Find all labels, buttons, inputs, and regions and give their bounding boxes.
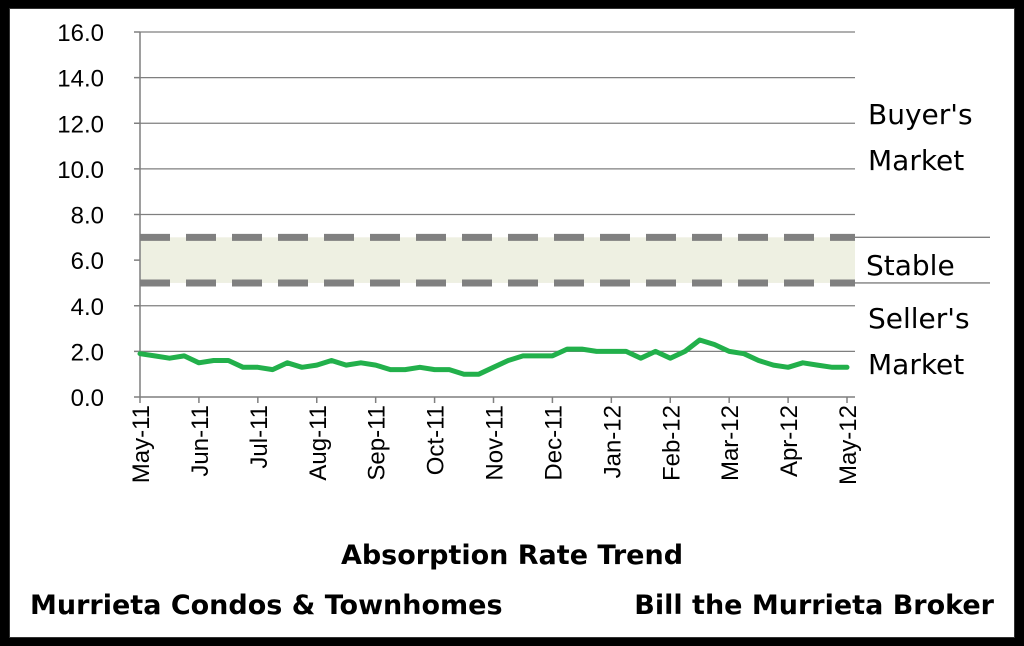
sellers-market-label-line2: Market [868, 348, 964, 381]
chart-frame [9, 8, 1015, 638]
chart-title: Absorption Rate Trend [340, 540, 684, 571]
stable-label: Stable [866, 249, 955, 282]
footer-right: Bill the Murrieta Broker [634, 590, 994, 621]
series-layer [137, 337, 850, 377]
x-tick-label: Dec-11 [540, 405, 567, 481]
x-tick-label: Jun-11 [187, 405, 214, 477]
x-tick-label: Nov-11 [482, 405, 509, 481]
y-tick-label: 8.0 [71, 203, 104, 230]
x-tick-label: Mar-12 [717, 405, 744, 481]
stable-band [140, 233, 855, 287]
grid-lines [140, 31, 990, 353]
y-tick-label: 2.0 [71, 339, 104, 366]
buyers-market-label-line1: Buyer's [868, 98, 973, 131]
x-tick-label: Jul-11 [246, 405, 273, 469]
y-tick-label: 6.0 [71, 248, 104, 275]
y-tick-label: 14.0 [57, 66, 104, 93]
axes [134, 31, 855, 403]
labels: 0.0 2.0 4.0 6.0 8.0 10.0 12.0 14.0 16.0 May-11 Jun… [57, 20, 972, 485]
x-tick-label: May-12 [835, 405, 862, 485]
sellers-market-label-line1: Seller's [868, 302, 970, 335]
buyers-market-label-line2: Market [868, 144, 964, 177]
y-tick-label: 0.0 [71, 385, 104, 412]
y-tick-label: 12.0 [57, 111, 104, 138]
x-tick-label: May-11 [128, 405, 155, 483]
x-tick-label: Aug-11 [305, 405, 332, 481]
absorption-rate-line [137, 337, 850, 377]
stable-band-fill [140, 237, 855, 283]
y-tick-label: 16.0 [57, 20, 104, 47]
x-tick-label: Sep-11 [364, 405, 391, 481]
x-tick-label: Apr-12 [776, 405, 803, 477]
y-tick-label: 4.0 [71, 294, 104, 321]
footer-left: Murrieta Condos & Townhomes [30, 590, 503, 621]
y-tick-label: 10.0 [57, 157, 104, 184]
x-tick-label: Oct-11 [423, 405, 450, 475]
x-tick-label: Feb-12 [658, 405, 685, 481]
x-tick-label: Jan-12 [599, 405, 626, 478]
